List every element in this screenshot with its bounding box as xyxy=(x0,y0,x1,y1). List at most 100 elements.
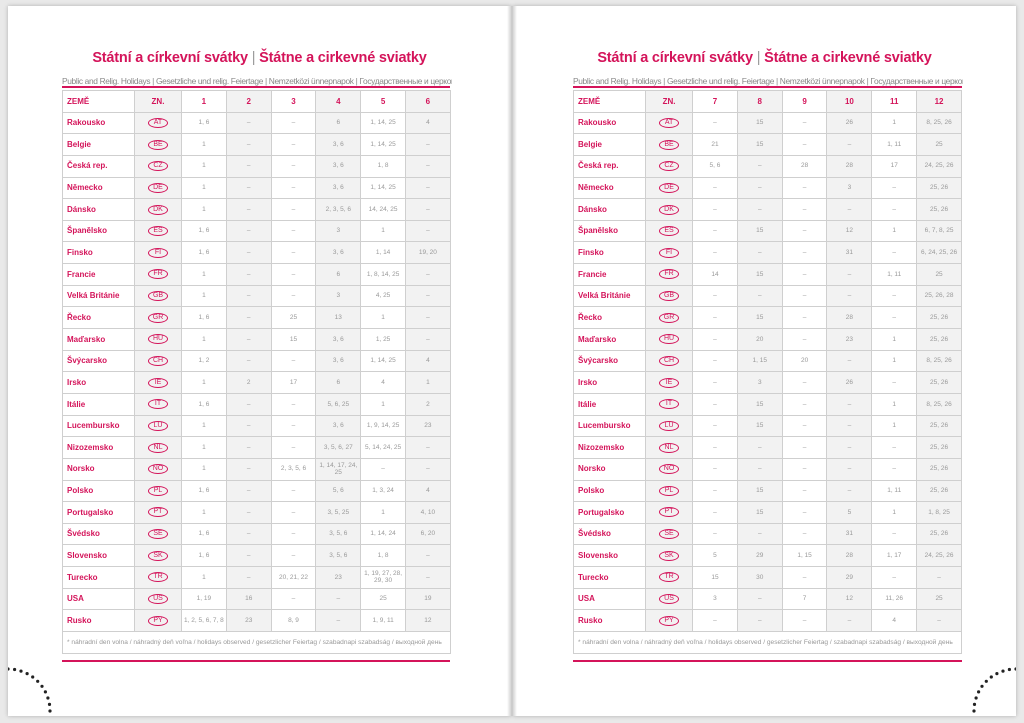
holiday-days-cell: 8, 25, 26 xyxy=(916,111,962,135)
holiday-days-cell: – xyxy=(692,219,738,243)
country-code-badge: SK xyxy=(148,550,168,561)
country-name: Lucembursko xyxy=(62,414,135,438)
holiday-days-cell: 17 xyxy=(270,371,317,394)
table-row: Irsko IE 1 2 17 6 4 1 xyxy=(62,371,451,394)
country-code-cell: TR xyxy=(134,566,182,589)
header-month: 1 xyxy=(181,90,227,113)
table-row: Velká Británie GB 1– –3 4, 25– xyxy=(62,284,451,308)
left-page: Státní a církevní svátky | Štátne a cirk… xyxy=(8,6,511,716)
country-code-cell: NO xyxy=(645,457,694,481)
binder-hole-dot xyxy=(36,679,40,683)
holiday-days-cell: – xyxy=(826,349,873,373)
country-code-badge: GR xyxy=(659,312,680,323)
holiday-days-cell: 1, 6 xyxy=(181,306,227,330)
holiday-days-cell: 3, 5, 25 xyxy=(315,501,362,524)
table-row: Maďarsko HU –20–23 1 25, 26 xyxy=(572,328,962,351)
holiday-days-cell: 25, 26 xyxy=(916,457,962,481)
divider xyxy=(573,660,962,662)
holiday-days-cell: 24, 25, 26 xyxy=(916,154,962,178)
holiday-days-cell: 1 xyxy=(871,328,918,351)
holiday-days-cell: – xyxy=(225,328,272,351)
holiday-days-cell: – xyxy=(225,284,272,308)
country-name: Nizozemsko xyxy=(572,436,647,459)
country-name: Řecko xyxy=(572,306,647,330)
country-code-cell: ES xyxy=(645,219,694,243)
holiday-days-cell: 1, 14, 25 xyxy=(360,111,406,135)
table-row: Portugalsko PT –15–5 1 1, 8, 25 xyxy=(572,501,962,524)
country-name: USA xyxy=(572,587,647,611)
holiday-days-cell: – xyxy=(736,284,783,308)
holiday-days-cell: 1 xyxy=(871,501,918,524)
country-code-badge: NL xyxy=(148,442,168,453)
holiday-days-cell: – xyxy=(736,522,783,546)
holiday-days-cell: – xyxy=(225,544,272,568)
country-code-badge: DE xyxy=(148,182,168,193)
holiday-days-cell: 6 xyxy=(315,263,362,286)
holiday-days-cell: – xyxy=(404,328,451,351)
holiday-days-cell: 25, 26 xyxy=(916,176,962,200)
holiday-days-cell: 1 xyxy=(404,371,451,394)
holiday-days-cell: – xyxy=(781,371,828,394)
country-name: Portugalsko xyxy=(62,501,135,524)
holiday-days-cell: 25 xyxy=(360,587,406,611)
holiday-days-cell: 14 xyxy=(692,263,738,286)
holiday-days-cell: 3, 6 xyxy=(315,414,362,438)
holiday-days-cell: – xyxy=(225,501,272,524)
country-code-badge: IT xyxy=(659,399,680,410)
holiday-days-cell: 1, 14, 25 xyxy=(360,349,406,373)
table-row: Dánsko DK – – – – –25, 26 xyxy=(572,198,962,221)
holiday-days-cell: – xyxy=(270,263,317,286)
table-row: Norsko NO – – – – –25, 26 xyxy=(572,457,962,481)
table-row: Itálie IT 1, 6– –5, 6, 25 1 2 xyxy=(62,392,451,416)
table-row: Rakousko AT 1, 6– –6 1, 14, 25 4 xyxy=(62,111,451,135)
country-name: Portugalsko xyxy=(572,501,647,524)
country-code-badge: FR xyxy=(659,269,680,280)
holiday-days-cell: 1, 2 xyxy=(181,349,227,373)
holiday-days-cell: – xyxy=(225,198,272,221)
holiday-days-cell: 1 xyxy=(181,436,227,459)
table-row: Rakousko AT –15–26 1 8, 25, 26 xyxy=(572,111,962,135)
holiday-days-cell: – xyxy=(404,219,451,243)
country-code-cell: US xyxy=(645,587,694,611)
holiday-days-cell: – xyxy=(404,544,451,568)
holiday-days-cell: 1, 6 xyxy=(181,111,227,135)
table-row: Česká rep. CZ 1– –3, 6 1, 8– xyxy=(62,154,451,178)
holiday-days-cell: 25, 26 xyxy=(916,328,962,351)
holiday-days-cell: – xyxy=(826,392,873,416)
subtitle: Public and Relig. Holidays | Gesetzliche… xyxy=(573,76,963,86)
holiday-days-cell: 5, 14, 24, 25 xyxy=(360,436,406,459)
holiday-days-cell: – xyxy=(692,111,738,135)
holiday-days-cell: 1 xyxy=(181,176,227,200)
country-code-cell: SK xyxy=(134,544,182,568)
holiday-days-cell: 1 xyxy=(360,306,406,330)
country-code-badge: IE xyxy=(148,377,168,388)
country-name: Francie xyxy=(62,263,135,286)
country-name: Řecko xyxy=(62,306,135,330)
country-name: Maďarsko xyxy=(62,328,135,351)
table-row: Španělsko ES –15–12 1 6, 7, 8, 25 xyxy=(572,219,962,243)
holiday-days-cell: – xyxy=(871,306,918,330)
table-row: Řecko GR –15–28–25, 26 xyxy=(572,306,962,330)
holiday-days-cell: – xyxy=(781,392,828,416)
table-row: Francie FR 14 15– –1, 11 25 xyxy=(572,263,962,286)
holiday-days-cell: – xyxy=(781,284,828,308)
country-code-cell: ES xyxy=(134,219,182,243)
country-code-cell: NL xyxy=(645,436,694,459)
holiday-days-cell: 23 xyxy=(404,414,451,438)
country-code-badge: FI xyxy=(148,247,168,258)
divider xyxy=(573,86,962,88)
table-row: Polsko PL 1, 6– –5, 6 1, 3, 24 4 xyxy=(62,479,451,503)
holiday-days-cell: – xyxy=(871,566,918,589)
country-name: Maďarsko xyxy=(572,328,647,351)
country-code-cell: NO xyxy=(134,457,182,481)
country-name: Irsko xyxy=(572,371,647,394)
holiday-days-cell: 1, 6 xyxy=(181,479,227,503)
country-code-cell: TR xyxy=(645,566,694,589)
holiday-days-cell: – xyxy=(404,457,451,481)
holiday-days-cell: 15 xyxy=(736,219,783,243)
country-code-cell: CZ xyxy=(134,154,182,178)
holiday-days-cell: – xyxy=(826,133,873,156)
holiday-days-cell: 1, 14, 25 xyxy=(360,176,406,200)
holiday-days-cell: 15 xyxy=(736,133,783,156)
country-code-cell: GR xyxy=(134,306,182,330)
